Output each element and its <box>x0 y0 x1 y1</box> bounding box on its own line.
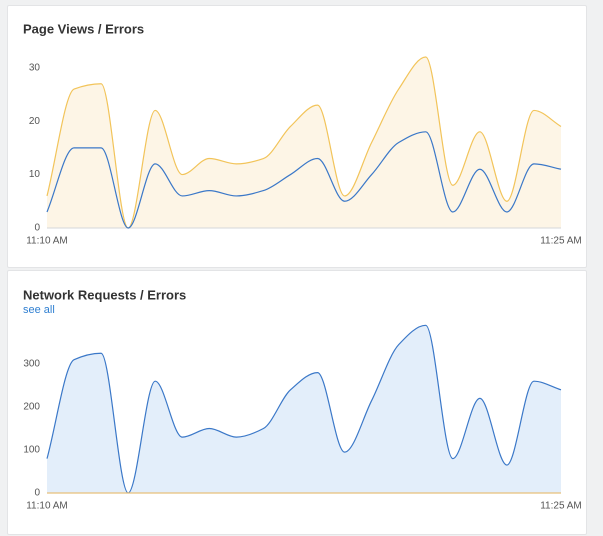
x-tick-label: 11:10 AM <box>26 501 68 512</box>
area <box>47 325 561 493</box>
y-tick-label: 0 <box>34 488 40 499</box>
x-tick-label: 11:25 AM <box>540 236 582 247</box>
line <box>46 56 562 229</box>
chart-title: Page Views / Errors <box>23 21 144 36</box>
y-tick-label: 10 <box>29 169 41 180</box>
line <box>46 131 562 229</box>
y-tick-label: 300 <box>23 359 40 370</box>
y-tick-label: 0 <box>34 223 40 234</box>
y-tick-label: 100 <box>23 445 40 456</box>
x-tick-label: 11:10 AM <box>26 236 68 247</box>
see-all-link[interactable]: see all <box>23 304 55 316</box>
area <box>47 57 561 228</box>
y-tick-label: 30 <box>29 62 41 73</box>
x-tick-label: 11:25 AM <box>540 501 582 512</box>
chart-title: Network Requests / Errors <box>23 287 186 302</box>
y-tick-label: 20 <box>29 116 41 127</box>
line <box>46 324 562 494</box>
y-tick-label: 200 <box>23 402 40 413</box>
